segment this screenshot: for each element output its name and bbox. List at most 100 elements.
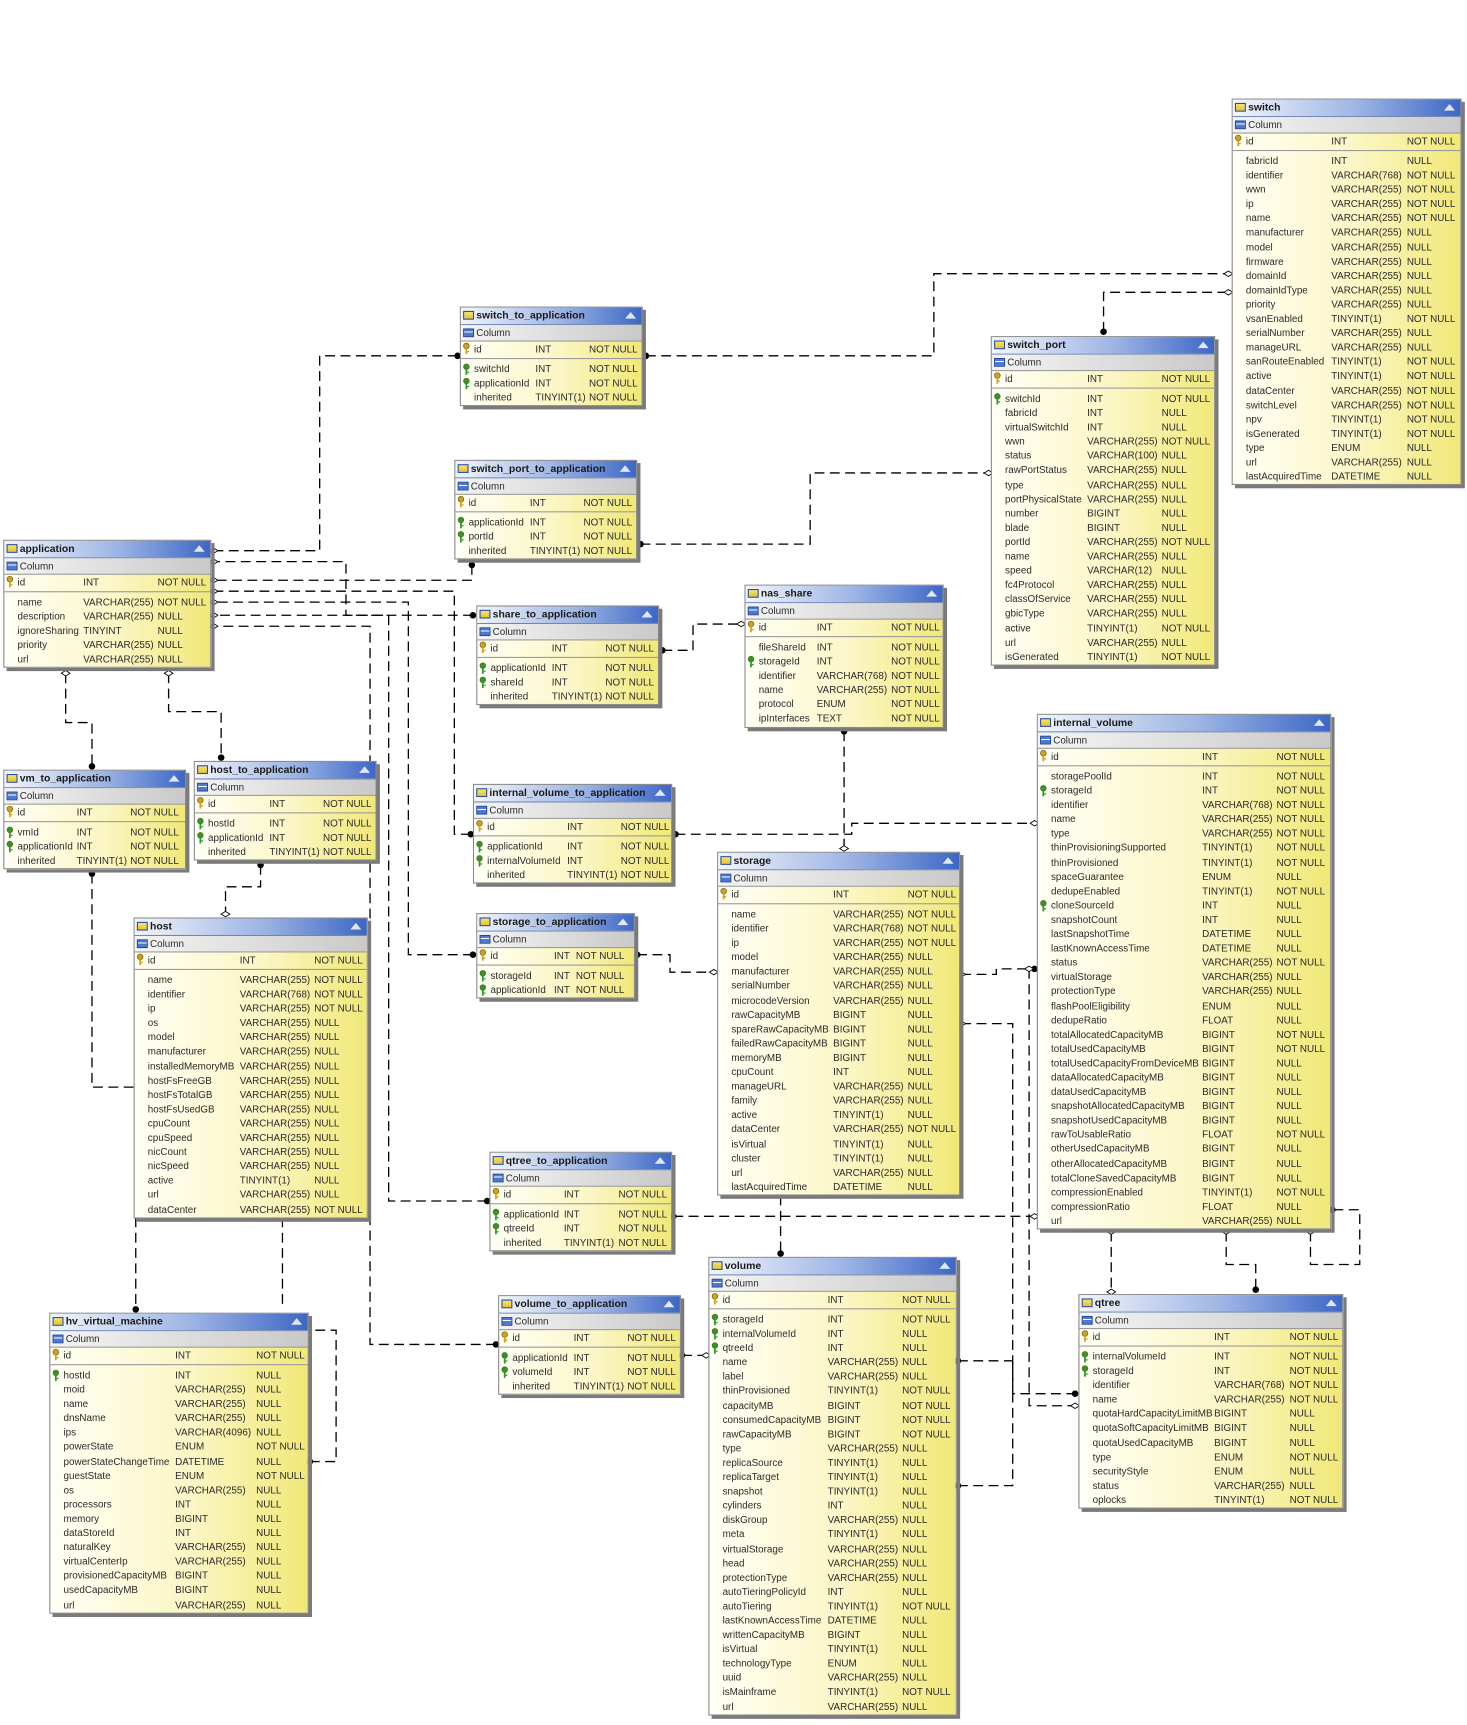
column-row[interactable]: isVirtual TINYINT(1) NULL (718, 1137, 959, 1151)
relationship-line[interactable] (213, 355, 458, 552)
column-row[interactable]: powerStateChangeTime DATETIME NULL (50, 1455, 307, 1469)
table-header[interactable]: hv_virtual_machine (50, 1313, 308, 1332)
column-row[interactable]: powerState ENUM NOT NULL (50, 1440, 307, 1454)
column-row[interactable]: id INT NOT NULL (477, 948, 634, 966)
column-row[interactable]: hostFsUsedGB VARCHAR(255) NULL (135, 1102, 367, 1116)
table-nas-share[interactable]: nas_share Column id INT NOT NULL fileShareId I… (744, 584, 944, 728)
column-row[interactable]: naturalKey VARCHAR(255) NULL (50, 1541, 307, 1555)
collapse-icon[interactable] (193, 545, 205, 552)
column-row[interactable]: applicationId INT NOT NULL (461, 377, 642, 391)
column-row[interactable]: id INT NOT NULL (745, 620, 943, 638)
column-row[interactable]: ips VARCHAR(4096) NULL (50, 1426, 307, 1440)
column-row[interactable]: ip VARCHAR(255) NOT NULL (718, 936, 959, 950)
table-share-to-application[interactable]: share_to_application Column id INT NOT NULL a… (476, 605, 660, 706)
relationship-line[interactable] (640, 472, 989, 545)
column-row[interactable]: rawCapacityMB BIGINT NOT NULL (709, 1427, 955, 1441)
column-row[interactable]: securityStyle ENUM NULL (1079, 1465, 1342, 1479)
relationship-line[interactable] (957, 1360, 1014, 1487)
table-storage-to-application[interactable]: storage_to_application Column id INT NOT NUL… (476, 913, 635, 999)
column-row[interactable]: url VARCHAR(255) NULL (1233, 455, 1461, 469)
column-row[interactable]: vmId INT NOT NULL (4, 825, 185, 839)
column-row[interactable]: id INT NOT NULL (1232, 134, 1461, 152)
column-row[interactable]: memoryMB BIGINT NULL (718, 1051, 959, 1065)
column-row[interactable]: thinProvisioningSupported TINYINT(1) NOT N… (1038, 841, 1330, 855)
column-row[interactable]: compressionEnabled TINYINT(1) NOT NULL (1038, 1185, 1330, 1199)
collapse-icon[interactable] (1197, 341, 1209, 349)
table-header[interactable]: volume (709, 1257, 956, 1276)
column-row[interactable]: flashPoolEligibility ENUM NULL (1038, 999, 1330, 1013)
column-row[interactable]: dataCenter VARCHAR(255) NOT NULL (1233, 384, 1461, 398)
column-row[interactable]: rawToUsableRatio FLOAT NOT NULL (1038, 1128, 1330, 1142)
column-row[interactable]: diskGroup VARCHAR(255) NULL (709, 1513, 955, 1527)
table-header[interactable]: storage_to_application (477, 914, 634, 932)
column-row[interactable]: applicationId INT NOT NULL (455, 516, 636, 530)
column-row[interactable]: lastSnapshotTime DATETIME NULL (1038, 927, 1330, 941)
column-row[interactable]: virtualStorage VARCHAR(255) NULL (1038, 970, 1330, 984)
column-row[interactable]: hostId INT NOT NULL (195, 817, 376, 831)
column-row[interactable]: name VARCHAR(255) NOT NULL (746, 683, 943, 697)
table-internal-volume[interactable]: internal_volume Column id INT NOT NULL storag… (1036, 713, 1332, 1230)
column-row[interactable]: rawCapacityMB BIGINT NULL (718, 1008, 959, 1022)
table-qtree[interactable]: qtree Column id INT NOT NULL internalVolumeId… (1078, 1294, 1344, 1509)
column-row[interactable]: active TINYINT(1) NULL (135, 1174, 367, 1188)
column-row[interactable]: active TINYINT(1) NOT NULL (992, 621, 1214, 635)
column-row[interactable]: blade BIGINT NULL (992, 521, 1214, 535)
column-row[interactable]: name VARCHAR(255) NOT NULL (135, 973, 367, 987)
column-row[interactable]: id INT NOT NULL (194, 796, 376, 814)
column-row[interactable]: failedRawCapacityMB BIGINT NULL (718, 1037, 959, 1051)
column-row[interactable]: dataAllocatedCapacityMB BIGINT NULL (1038, 1071, 1330, 1085)
column-row[interactable]: priority VARCHAR(255) NULL (1233, 298, 1461, 312)
column-row[interactable]: label VARCHAR(255) NULL (709, 1370, 955, 1384)
column-row[interactable]: cpuSpeed VARCHAR(255) NULL (135, 1131, 367, 1145)
column-row[interactable]: thinProvisioned TINYINT(1) NOT NULL (1038, 856, 1330, 870)
collapse-icon[interactable] (926, 590, 938, 597)
column-row[interactable]: url VARCHAR(255) NULL (709, 1700, 955, 1714)
column-row[interactable]: hostId INT NULL (50, 1369, 307, 1383)
column-row[interactable]: domainId VARCHAR(255) NULL (1233, 269, 1461, 283)
table-header[interactable]: internal_volume_to_application (474, 784, 672, 803)
table-header[interactable]: switch_port_to_application (455, 460, 637, 479)
column-row[interactable]: storageId INT NOT NULL (1079, 1364, 1342, 1378)
relationship-line[interactable] (167, 673, 222, 758)
table-header[interactable]: host_to_application (194, 761, 376, 780)
column-row[interactable]: name VARCHAR(255) NOT NULL (1079, 1393, 1342, 1407)
column-row[interactable]: applicationId INT NOT NULL (4, 840, 185, 854)
column-row[interactable]: id INT NOT NULL (991, 371, 1215, 389)
column-row[interactable]: cloneSourceId INT NULL (1038, 899, 1330, 913)
collapse-icon[interactable] (1444, 104, 1455, 111)
table-header[interactable]: switch_to_application (460, 307, 642, 326)
column-row[interactable]: name VARCHAR(255) NULL (709, 1356, 955, 1370)
column-row[interactable]: name VARCHAR(255) NOT NULL (1233, 212, 1461, 226)
column-row[interactable]: type ENUM NULL (1233, 441, 1461, 455)
column-row[interactable]: hostFsFreeGB VARCHAR(255) NULL (135, 1074, 367, 1088)
column-row[interactable]: dataUsedCapacityMB BIGINT NULL (1038, 1085, 1330, 1099)
column-row[interactable]: otherUsedCapacityMB BIGINT NULL (1038, 1142, 1330, 1156)
column-row[interactable]: gbicType VARCHAR(255) NULL (992, 607, 1214, 621)
collapse-icon[interactable] (654, 1157, 666, 1164)
column-row[interactable]: installedMemoryMB VARCHAR(255) NULL (135, 1059, 367, 1073)
column-row[interactable]: provisionedCapacityMB BIGINT NULL (50, 1569, 307, 1583)
column-row[interactable]: id INT NOT NULL (134, 952, 367, 970)
collapse-icon[interactable] (1313, 719, 1325, 726)
column-row[interactable]: virtualStorage VARCHAR(255) NULL (709, 1542, 955, 1556)
column-row[interactable]: volumeId INT NOT NULL (499, 1365, 680, 1379)
column-row[interactable]: inherited TINYINT(1) NOT NULL (499, 1380, 680, 1394)
collapse-icon[interactable] (625, 312, 637, 319)
column-row[interactable]: active TINYINT(1) NULL (718, 1108, 959, 1122)
relationship-line[interactable] (213, 614, 488, 1202)
column-row[interactable]: url VARCHAR(255) NULL (50, 1598, 307, 1612)
table-application[interactable]: application Column id INT NOT NULL name VARCHA… (3, 539, 212, 669)
column-row[interactable]: id INT NOT NULL (474, 819, 672, 837)
column-row[interactable]: type VARCHAR(255) NOT NULL (1038, 827, 1330, 841)
column-row[interactable]: cpuCount VARCHAR(255) NULL (135, 1117, 367, 1131)
column-row[interactable]: cluster TINYINT(1) NULL (718, 1151, 959, 1165)
table-switch-port-to-application[interactable]: switch_port_to_application Column id INT NOT… (454, 459, 638, 560)
column-row[interactable]: id INT NOT NULL (490, 1187, 672, 1205)
column-row[interactable]: dnsName VARCHAR(255) NULL (50, 1412, 307, 1426)
column-row[interactable]: inherited TINYINT(1) NOT NULL (477, 690, 658, 704)
column-row[interactable]: identifier VARCHAR(768) NOT NULL (746, 669, 943, 683)
column-row[interactable]: serialNumber VARCHAR(255) NULL (1233, 326, 1461, 340)
column-row[interactable]: manufacturer VARCHAR(255) NULL (135, 1045, 367, 1059)
column-row[interactable]: totalUsedCapacityFromDeviceMB BIGINT NULL (1038, 1056, 1330, 1070)
column-row[interactable]: storageId INT NOT NULL (1038, 784, 1330, 798)
